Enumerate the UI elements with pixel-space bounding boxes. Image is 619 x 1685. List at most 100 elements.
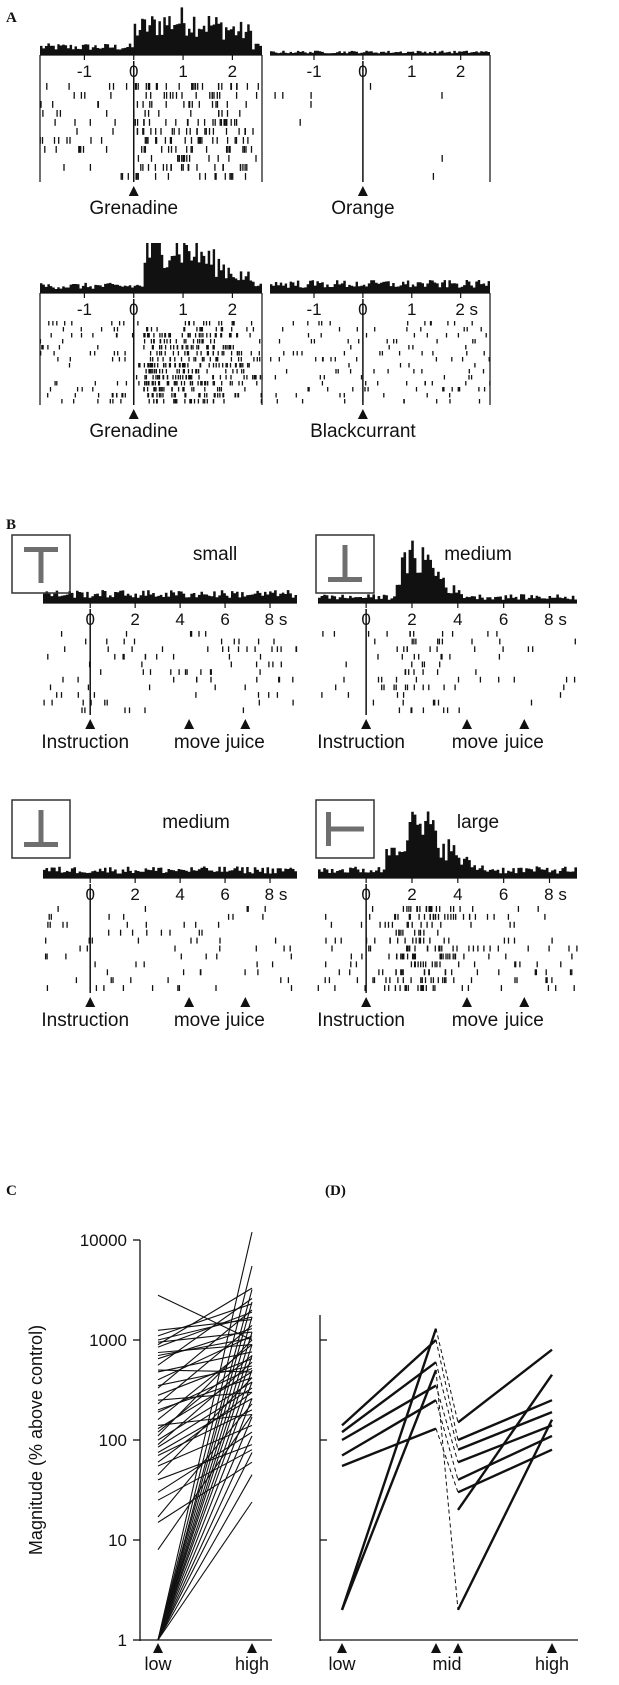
icon-stem [38,547,44,583]
panel-b-event-marker [361,719,372,729]
panel-d-solid-line [457,1399,553,1442]
panel-b-event-marker [461,997,472,1007]
panel-b-event-marker [240,997,251,1007]
panel-c-series-line [157,1409,253,1456]
panel-b-plot-1-tick-label: 2 [130,610,139,629]
panel-b-plot-2-tick-label: 6 [499,610,508,629]
panel-b-plot-1-tick-label: 4 [175,610,184,629]
panel-c-x-tick-label-high: high [235,1654,269,1674]
panel-d-solid-line [457,1448,553,1494]
panel-b-plot-3-tick-label: 4 [175,885,184,904]
panel-b-plot-4-tick-label: 0 [361,885,370,904]
panel-c-series-line [157,1444,253,1481]
panel-c-series-line [157,1403,253,1518]
panel-c-series-line [157,1324,253,1405]
panel-c-y-tick-label: 10000 [80,1231,127,1250]
panel-c-series-line [157,1452,253,1641]
panel-c-series-line [157,1231,253,1641]
panel-c-series-line [157,1335,253,1381]
panel-b-plot-2-group [318,540,577,715]
panel-c-series-line [157,1461,253,1523]
panel-b-plot-4-group [317,811,578,993]
panel-a-event-label-4: Blackcurrant [310,421,416,442]
panel-a-plot-1-tick-label: 0 [129,62,138,81]
panel-b-event-marker [240,719,251,729]
panel-a-plot-2-tick-label: 1 [407,62,416,81]
panel-d-solid-line [341,1339,437,1427]
panel-d-chart [319,1315,578,1641]
panel-c-series-line [157,1289,253,1641]
panel-d-solid-line [340,1328,438,1611]
panel-a-plot-2-group [270,50,491,182]
left-T-stimulus-box [315,799,375,859]
panel-c-series-line [157,1265,253,1641]
panel-c-series-line [157,1424,253,1467]
panel-c-series-line [157,1501,253,1641]
panel-d-dashed-line [435,1370,459,1610]
panel-a-event-marker [357,186,368,196]
panel-b-plot-4-histogram [318,811,577,878]
panel-b-event-marker [519,997,530,1007]
panel-b-event-marker [85,719,96,729]
panel-a-plot-3-histogram [40,243,262,293]
panel-d-dashed-line [435,1400,459,1480]
panel-d-solid-line [341,1361,437,1434]
left-T-stimulus-icon [326,812,364,846]
panel-b-plot-4-tick-label: 8 s [544,885,567,904]
panel-c-series-line [157,1414,253,1551]
panel-a-event-marker [357,409,368,419]
panel-label-b: B [6,517,17,533]
panel-c-y-tick-label: 100 [99,1431,127,1450]
panel-c-series-line [157,1391,253,1463]
panel-b-juice-label: juice [225,732,265,753]
panel-a-plot-4-tick-label: 2 s [455,300,478,319]
panel-c-series-line [157,1387,253,1448]
panel-c-series-line [157,1287,253,1346]
panel-a-plot-3-tick-label: 1 [178,300,187,319]
panel-c-series-line [157,1316,253,1641]
panel-c-series-line [157,1369,253,1641]
panel-d-dashed-line [435,1339,459,1441]
panel-c-series-line [157,1358,253,1396]
inverted-T-stimulus-icon [328,545,362,582]
panel-b-plot-1-histogram [43,590,297,603]
panel-c-series-line [157,1294,253,1341]
panel-b-move-label: move [452,732,498,753]
panel-c-x-tick-label-low: low [144,1654,172,1674]
panel-d-solid-line [341,1399,437,1457]
panel-a-event-label-2: Orange [331,198,394,219]
panel-c-y-axis-label: Magnitude (% above control) [26,1325,46,1555]
panel-b-condition-label-4: large [457,812,499,833]
panel-b-plot-1-tick-label: 0 [85,610,94,629]
panel-a-plot-2-tick-label: -1 [306,62,321,81]
panel-b-plot-2-tick-label: 4 [453,610,462,629]
panel-b-plot-3-histogram [43,866,297,878]
panel-c-series-line [157,1337,253,1357]
panel-c-series-line [157,1474,253,1641]
panel-b-plot-4-tick-label: 6 [499,885,508,904]
panel-a-plot-1-group [39,7,263,182]
panel-c-series-line [157,1398,253,1641]
panel-c-series-line [157,1381,253,1441]
inverted-T-stimulus-box [11,799,71,859]
panel-a-event-label-1: Grenadine [89,198,178,219]
panel-b-instruction-label: Instruction [317,732,405,753]
panel-b-condition-label-3: medium [162,812,230,833]
panel-d-solid-line [457,1348,553,1424]
panel-d-solid-line [457,1374,553,1511]
panel-c-series-line [157,1351,253,1373]
panel-d-solid-line [340,1369,438,1611]
panel-c-y-tick-label: 1 [118,1631,127,1650]
panel-c-chart [133,1231,272,1641]
panel-b-condition-label-1: small [193,544,237,565]
panel-d-x-tick-label-high: high [535,1654,569,1674]
panel-d-x-marker [431,1643,441,1653]
panel-c-series-line [157,1311,253,1348]
panel-c-y-tick-label: 10 [108,1531,127,1550]
panel-a-plot-4-tick-label: 1 [407,300,416,319]
panel-b-instruction-label: Instruction [41,732,129,753]
panel-a-plot-3-tick-label: -1 [77,300,92,319]
panel-b-juice-label: juice [504,732,544,753]
panel-c-series-line [157,1369,253,1373]
